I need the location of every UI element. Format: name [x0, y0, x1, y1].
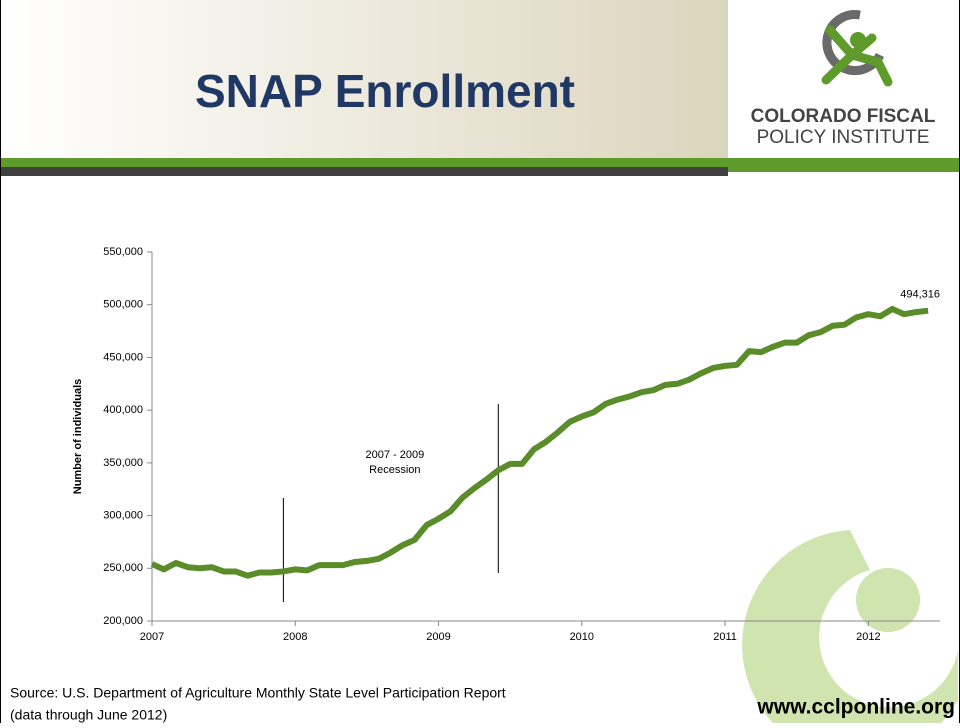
x-tick-label: 2007 — [140, 631, 164, 643]
green-bar-right — [728, 167, 960, 172]
y-tick-label: 250,000 — [103, 562, 143, 574]
source: Source: U.S. Department of Agriculture M… — [10, 685, 506, 701]
logo-figure — [821, 25, 893, 87]
x-tick-label: 2010 — [570, 631, 594, 643]
recession-label: 2007 - 2009 — [365, 449, 424, 461]
recession-label: Recession — [369, 464, 420, 476]
y-tick-label: 550,000 — [103, 246, 143, 258]
logo-text: POLICY INSTITUTE — [757, 127, 930, 148]
y-tick-label: 500,000 — [103, 299, 143, 311]
bg-logo-dot — [856, 568, 920, 632]
header-band — [0, 0, 728, 160]
green-bar — [0, 158, 960, 168]
x-tick-label: 2009 — [426, 631, 450, 643]
dark-bar — [0, 167, 728, 176]
logo-arc — [822, 10, 885, 76]
logo: COLORADO FISCAL POLICY INSTITUTE — [751, 10, 936, 148]
data-label: 494,316 — [900, 289, 940, 301]
y-tick-label: 450,000 — [103, 351, 143, 363]
y-tick-label: 350,000 — [103, 457, 143, 469]
y-tick-label: 200,000 — [103, 615, 143, 627]
y-tick-label: 400,000 — [103, 404, 143, 416]
y-axis-label: Number of individuals — [72, 379, 84, 495]
x-tick-label: 2012 — [856, 631, 880, 643]
logo-text: COLORADO FISCAL — [751, 106, 936, 127]
url: www.cclponline.org — [756, 696, 955, 719]
x-tick-label: 2008 — [283, 631, 307, 643]
chart: 200,000 250,000 300,000 350,000 400,000 450,0… — [72, 246, 940, 643]
y-tick-label: 300,000 — [103, 509, 143, 521]
line-series — [150, 305, 929, 579]
source: (data through June 2012) — [10, 707, 167, 723]
bg-logo-arc — [742, 530, 958, 728]
title: SNAP Enrollment — [195, 65, 575, 117]
x-tick-label: 2011 — [713, 631, 737, 643]
